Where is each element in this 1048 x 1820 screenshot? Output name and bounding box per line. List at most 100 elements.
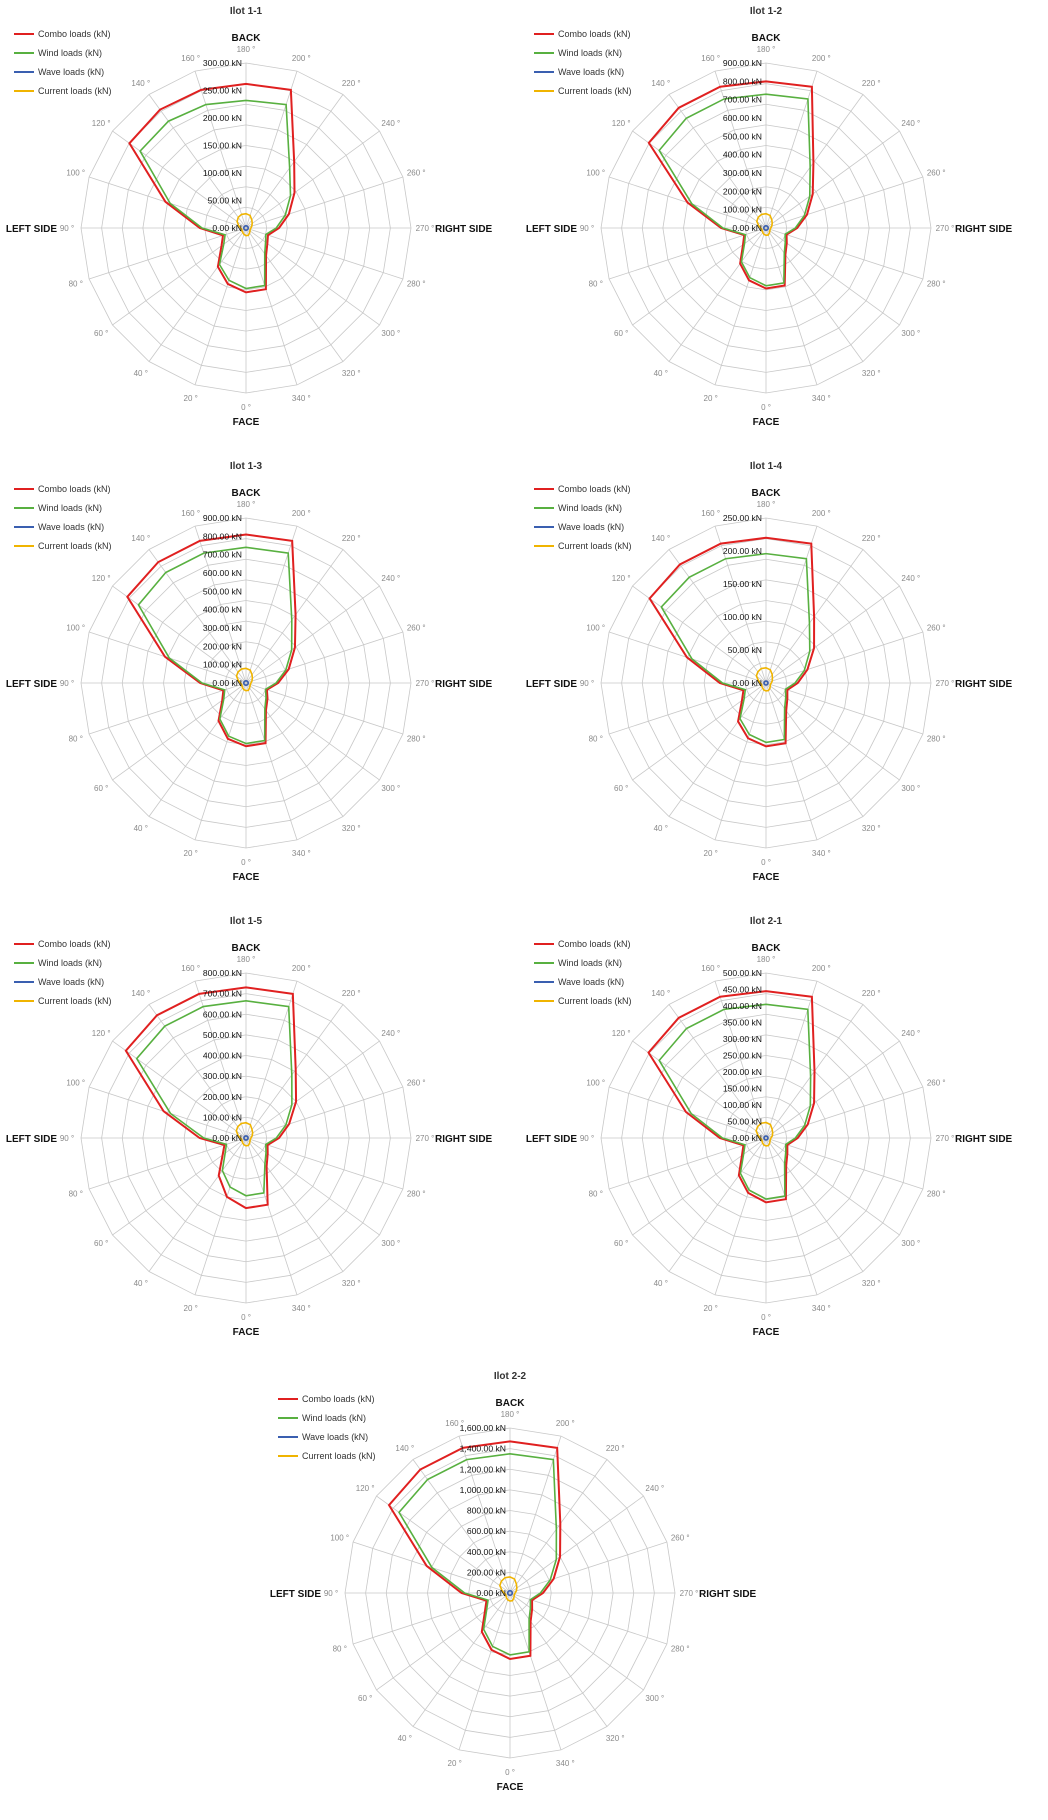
radial-tick-label: 100.00 kN [203, 660, 242, 670]
angle-label: 40 ° [398, 1734, 412, 1743]
grid-spoke [352, 1592, 511, 1645]
angle-label: 80 ° [589, 734, 603, 743]
radial-tick-label: 1,600.00 kN [460, 1423, 506, 1433]
series-current-line [235, 1121, 254, 1147]
side-label-face: FACE [753, 417, 780, 428]
grid-spoke [765, 682, 924, 735]
radial-tick-label: 400.00 kN [723, 1001, 762, 1011]
legend-label: Current loads (kN) [38, 996, 112, 1006]
radial-tick-label: 800.00 kN [467, 1506, 506, 1516]
angle-label: 320 ° [862, 369, 881, 378]
grid-spoke [245, 227, 298, 386]
grid-spoke [194, 1137, 247, 1296]
side-label-face: FACE [233, 417, 260, 428]
angle-label: 160 ° [445, 1419, 464, 1428]
radial-tick-label: 150.00 kN [723, 579, 762, 589]
radial-tick-label: 100.00 kN [203, 168, 242, 178]
angle-label: 240 ° [645, 1484, 664, 1493]
angle-label: 320 ° [862, 1279, 881, 1288]
radial-tick-label: 200.00 kN [203, 641, 242, 651]
angle-label: 100 ° [330, 1534, 349, 1543]
angle-label: 180 ° [501, 1410, 520, 1419]
angle-label: 80 ° [333, 1644, 347, 1653]
legend-label: Combo loads (kN) [38, 939, 111, 949]
side-label-face: FACE [753, 1327, 780, 1338]
legend-label: Combo loads (kN) [38, 484, 111, 494]
series-wave-line [242, 224, 250, 232]
angle-label: 20 ° [704, 849, 718, 858]
angle-label: 120 ° [612, 119, 631, 128]
side-label-face: FACE [233, 1327, 260, 1338]
grid-spoke [509, 1495, 644, 1594]
radial-tick-label: 250.00 kN [723, 513, 762, 523]
angle-label: 120 ° [356, 1484, 375, 1493]
grid-spoke [112, 130, 247, 229]
radial-tick-label: 600.00 kN [723, 113, 762, 123]
legend-label: Combo loads (kN) [38, 29, 111, 39]
angle-label: 80 ° [69, 734, 83, 743]
series-current-line [236, 212, 254, 237]
radial-tick-label: 200.00 kN [723, 546, 762, 556]
series-wave-line [242, 679, 250, 687]
angle-label: 160 ° [181, 54, 200, 63]
grid-spoke [765, 94, 864, 229]
angle-label: 220 ° [862, 989, 881, 998]
radial-tick-label: 50.00 kN [208, 196, 242, 206]
angle-label: 220 ° [342, 534, 361, 543]
radial-tick-label: 200.00 kN [203, 1092, 242, 1102]
grid-spoke [412, 1459, 511, 1594]
grid-spoke [765, 1040, 900, 1139]
radial-tick-label: 300.00 kN [203, 623, 242, 633]
grid-spoke [245, 1004, 344, 1139]
chart-title: Ilot 1-1 [230, 6, 263, 17]
grid-spoke [194, 682, 247, 841]
angle-label: 280 ° [927, 1189, 946, 1198]
angle-label: 60 ° [358, 1694, 372, 1703]
side-label-right: RIGHT SIDE [955, 679, 1013, 690]
angle-label: 200 ° [292, 964, 311, 973]
angle-label: 220 ° [862, 534, 881, 543]
radar-chart-ilot-1-2: Ilot 1-2 0 ° 20 ° 40 ° 60 ° 80 ° 90 ° 100 ° 120 … [520, 0, 1040, 455]
radar-chart-ilot-1-5: Ilot 1-5 0 ° 20 ° 40 ° 60 ° 80 ° 90 ° 100 ° 120 … [0, 910, 520, 1365]
side-label-back: BACK [232, 943, 262, 954]
radial-tick-label: 0.00 kN [476, 1588, 506, 1598]
grid-spoke [194, 525, 247, 684]
legend-label: Wind loads (kN) [558, 48, 622, 58]
radial-tick-label: 200.00 kN [203, 113, 242, 123]
legend-label: Wave loads (kN) [38, 67, 104, 77]
grid-spoke [245, 227, 404, 280]
angle-label: 270 ° [936, 1134, 955, 1143]
radial-tick-label: 800.00 kN [203, 531, 242, 541]
series-wave-line [763, 1135, 769, 1141]
angle-label: 270 ° [416, 679, 435, 688]
radial-tick-label: 200.00 kN [723, 1067, 762, 1077]
radial-tick-label: 600.00 kN [203, 568, 242, 578]
grid-spoke [509, 1592, 668, 1645]
angle-label: 90 ° [580, 679, 594, 688]
angle-label: 0 ° [241, 858, 251, 867]
grid-spoke [765, 585, 900, 684]
series-wind-line [137, 546, 293, 745]
angle-label: 100 ° [586, 1079, 605, 1088]
grid-spoke [88, 227, 247, 280]
grid-spoke [765, 1137, 924, 1190]
angle-label: 20 ° [184, 1304, 198, 1313]
grid-spoke [112, 585, 247, 684]
radial-tick-label: 0.00 kN [732, 223, 762, 233]
angle-label: 280 ° [927, 734, 946, 743]
radial-tick-label: 1,000.00 kN [460, 1485, 506, 1495]
radial-tick-label: 300.00 kN [723, 168, 762, 178]
radial-tick-label: 250.00 kN [203, 86, 242, 96]
series-wave-line [506, 1589, 514, 1597]
grid-spoke [765, 70, 818, 229]
radial-tick-label: 300.00 kN [723, 1034, 762, 1044]
series-combo-line [126, 533, 297, 748]
grid-spoke [148, 94, 247, 229]
angle-label: 80 ° [589, 279, 603, 288]
grid-spoke [632, 1040, 767, 1139]
radial-tick-label: 100.00 kN [723, 205, 762, 215]
chart-title: Ilot 1-2 [750, 6, 783, 17]
angle-label: 240 ° [381, 574, 400, 583]
radial-tick-label: 300.00 kN [203, 58, 242, 68]
angle-label: 20 ° [448, 1759, 462, 1768]
